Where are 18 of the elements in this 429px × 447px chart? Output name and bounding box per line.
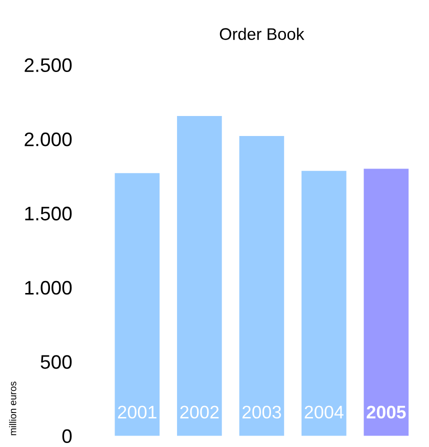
bar <box>239 136 284 436</box>
bar <box>114 173 160 436</box>
y-tick-label: 1.000 <box>25 280 72 295</box>
y-tick-label: 0 <box>62 429 72 444</box>
bar <box>302 170 346 436</box>
bar <box>364 168 409 436</box>
y-tick-label: 2.000 <box>24 132 72 146</box>
y-tick-label: 2.500 <box>24 58 72 72</box>
x-tick-label: 2003 <box>242 406 281 419</box>
y-axis-title: million euros <box>9 382 16 436</box>
x-tick-label: 2005 <box>366 406 406 419</box>
bar <box>177 116 222 436</box>
chart-title: Order Book <box>220 28 304 40</box>
y-tick-label: 500 <box>40 355 72 369</box>
x-tick-label: 2004 <box>304 406 344 419</box>
x-tick-label: 2002 <box>180 406 219 419</box>
x-tick-label: 2001 <box>118 406 156 419</box>
y-tick-label: 1.500 <box>25 206 72 220</box>
